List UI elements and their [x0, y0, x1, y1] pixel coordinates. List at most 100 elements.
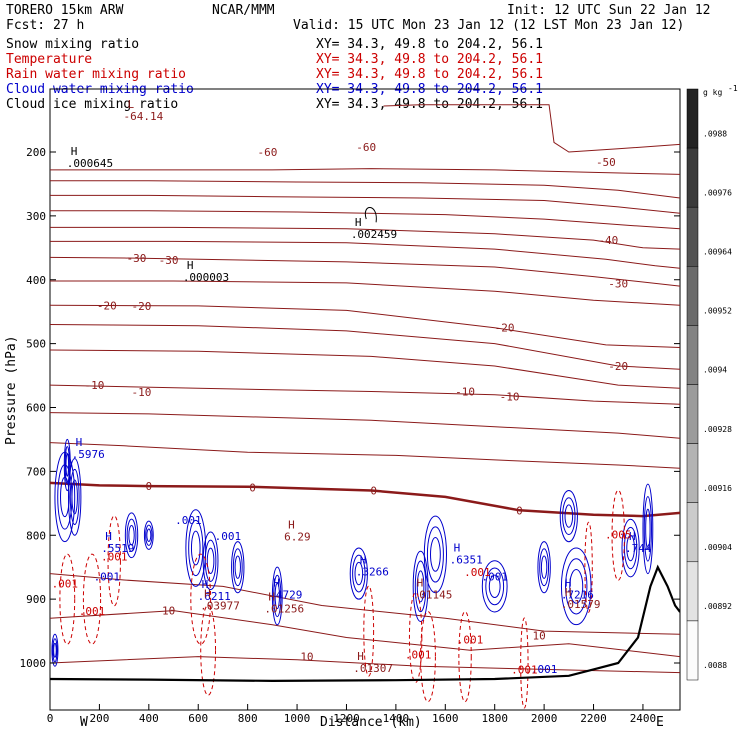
isotherm-label: -30 — [127, 252, 147, 265]
rain-contour — [82, 553, 102, 645]
cloud-water-contour — [414, 560, 427, 613]
extremum-value: .6351 — [450, 554, 483, 567]
isotherm-label: -50 — [596, 156, 616, 169]
isotherm-label: 10 — [300, 651, 313, 664]
isotherm-line — [50, 656, 680, 674]
cloud-water-contour — [560, 547, 592, 626]
cloud-water-contour — [231, 541, 245, 594]
colorbar-swatch — [686, 266, 699, 326]
cloud-water-contour — [232, 548, 243, 587]
cloud-water-contour — [564, 504, 574, 528]
rain-contour — [408, 591, 423, 683]
isotherm-line — [50, 194, 680, 214]
isotherm-line — [50, 226, 680, 250]
cloud-water-contour — [124, 512, 139, 559]
extremum-marker: L — [128, 98, 135, 111]
cloud-water-contour — [540, 555, 548, 579]
plot-frame — [49, 88, 681, 711]
contour-value-label: .001 — [215, 530, 242, 543]
cloud-water-contour — [126, 518, 137, 552]
extremum-marker: H — [454, 542, 461, 555]
cloud-water-contour — [64, 446, 70, 484]
isotherm-label: 0 — [146, 480, 153, 493]
rain-contour — [584, 521, 593, 613]
extremum-value: .01307 — [353, 662, 393, 675]
x-tick-label: 400 — [139, 712, 159, 725]
isotherm-label: 0 — [516, 504, 523, 517]
extremum-value: .5976 — [72, 448, 105, 461]
field-legend-name: Rain water mixing ratio — [6, 67, 186, 82]
colorbar-label: .00928 — [703, 425, 732, 434]
cloud-water-contour — [145, 524, 153, 546]
colorbar-label: .0088 — [703, 661, 727, 670]
x-tick-label: 600 — [188, 712, 208, 725]
cloud-water-contour — [562, 497, 576, 535]
extremum-marker: H — [202, 578, 209, 591]
cloud-water-contour — [416, 570, 425, 603]
cloud-water-contour — [412, 550, 429, 622]
rain-contour — [520, 617, 529, 709]
isotherm-line — [50, 240, 680, 269]
freezing-level-line — [50, 481, 680, 518]
extremum-value: .6211 — [198, 590, 231, 603]
field-legend-name: Snow mixing ratio — [6, 37, 139, 52]
cloud-water-contour — [271, 566, 283, 626]
contour-value-label: .001 — [531, 663, 558, 676]
x-axis-title: Distance (km) — [320, 715, 422, 730]
cloud-water-contour — [426, 526, 444, 583]
colorbar-swatch — [686, 443, 699, 503]
isotherm-line — [50, 168, 680, 175]
contour-value-label: .001 — [457, 634, 484, 647]
x-tick-label: 1600 — [432, 712, 459, 725]
colorbar-label: .00904 — [703, 543, 732, 552]
cloud-water-contour — [202, 531, 219, 591]
contour-labels: -60 -60 -50 -40 -30 -30 -30 -20 -20 -20 -20 -10 -10 -… — [52, 98, 652, 676]
cloud-water-contour — [188, 519, 204, 577]
y-tick-label: 800 — [26, 529, 46, 542]
field-legend-xy: XY= 34.3, 49.8 to 204.2, 56.1 — [316, 52, 543, 67]
y-tick-label: 700 — [26, 465, 46, 478]
isotherm-line — [50, 412, 680, 439]
cloud-water-contour — [273, 574, 282, 618]
x-tick-label: 1400 — [383, 712, 410, 725]
cloud-water-contour — [68, 458, 82, 536]
extremum-marker: H — [565, 577, 572, 590]
cloud-water-contour — [643, 496, 652, 562]
extremum-marker: H — [273, 577, 280, 590]
plot-body — [50, 104, 680, 709]
isotherm-label: 0 — [249, 481, 256, 494]
colorbar-label: .00916 — [703, 484, 732, 493]
contour-value-label: .005 — [605, 528, 632, 541]
contour-value-label: .001 — [481, 570, 508, 583]
cloud-water-contour — [565, 558, 588, 615]
extremum-marker: H — [417, 577, 424, 590]
rain-contour — [190, 553, 212, 645]
model-title: TORERO 15km ARW — [6, 3, 124, 18]
x-tick-label: 1800 — [481, 712, 508, 725]
extremum-marker: H — [629, 530, 636, 543]
colorbar-unit-exponent: -1 — [728, 84, 738, 93]
rain-contour — [611, 489, 625, 581]
terrain-line — [50, 564, 680, 683]
cloud-water-contour — [559, 489, 578, 543]
cloud-water-contour — [481, 560, 508, 613]
cloud-water-contour — [539, 548, 550, 587]
extremum-value: .000645 — [67, 157, 113, 170]
isotherm-label: -60 — [257, 146, 277, 159]
field-legend-name: Cloud ice mixing ratio — [6, 97, 178, 112]
cloud-water-contour — [185, 509, 207, 587]
x-tick-label: 1200 — [333, 712, 360, 725]
rain-contour — [458, 611, 472, 703]
colorbar-label: .00952 — [703, 307, 732, 316]
west-label: W — [80, 715, 88, 730]
cloud-water-contour — [52, 638, 58, 663]
cloud-water-contour — [569, 568, 584, 604]
rain-contour — [59, 553, 76, 645]
extremum-value: .744 — [625, 542, 652, 555]
cloud-water-contour — [190, 530, 201, 566]
x-tick-label: 200 — [89, 712, 109, 725]
cloud-water-contour — [71, 479, 78, 515]
extremum-marker: H — [187, 259, 194, 272]
contour-value-label: .001 — [79, 605, 106, 618]
